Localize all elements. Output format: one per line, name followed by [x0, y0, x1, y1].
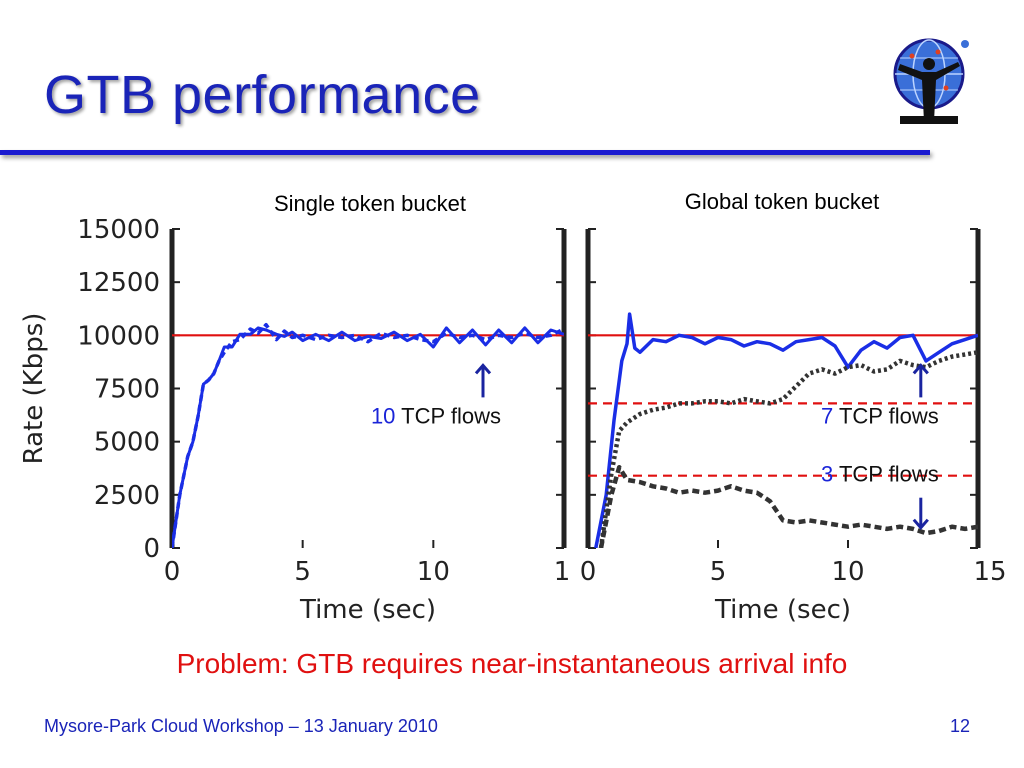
y-tick-label: 15000	[77, 215, 160, 245]
arrow-up-icon-head	[912, 363, 929, 375]
x-tick-label: 0	[580, 557, 597, 587]
footer-separator: –	[283, 716, 304, 736]
flow-annotation: 10 TCP flows	[371, 403, 501, 428]
x-tick-label: 5	[710, 557, 727, 587]
flow-label: TCP flows	[395, 403, 501, 428]
arrow-up-icon-head	[474, 363, 492, 375]
x-tick-label: 0	[164, 557, 181, 587]
series-group	[172, 322, 564, 548]
flow-count: 7	[821, 403, 833, 428]
slide-number: 12	[950, 716, 971, 736]
footer-workshop: Mysore-Park Cloud Workshop – 13 January …	[44, 716, 438, 737]
chart-panel-1: Single token bucket 0 2500 5000 7500 10000 125…	[19, 191, 570, 625]
x-axis-label: Time (sec)	[299, 595, 436, 625]
x-tick-label: 10	[417, 557, 450, 587]
problem-statement: Problem: GTB requires near-instantaneous…	[176, 648, 848, 679]
flow-annotation: 7 TCP flows	[821, 403, 939, 428]
chart-panel-2: Global token bucket 0 5 10 15 Time (sec) 7 TCP…	[580, 189, 1007, 625]
flow-label: TCP flows	[833, 462, 939, 487]
y-tick-label: 12500	[77, 268, 160, 298]
flow-count: 10	[371, 403, 395, 428]
arrow-down-icon-head	[912, 518, 929, 530]
series-line	[598, 464, 978, 548]
series-line-solid	[172, 326, 564, 548]
series-line	[594, 312, 978, 548]
x-tick-label: 15	[973, 557, 1006, 587]
series-line-dashed	[172, 322, 564, 548]
globe-person-logo-icon	[888, 30, 970, 126]
y-tick-label: 10000	[77, 321, 160, 351]
flow-annotation: 3 TCP flows	[821, 462, 939, 487]
x-tick-label: 10	[831, 557, 864, 587]
slide-title: GTB performance	[44, 65, 481, 125]
x-tick-label: 5	[294, 557, 311, 587]
y-tick-label: 0	[143, 534, 160, 564]
title-underline	[0, 150, 930, 155]
flow-count: 3	[821, 462, 833, 487]
y-tick-label: 2500	[94, 481, 160, 511]
x-tick-label: 1	[554, 557, 571, 587]
chart-title: Single token bucket	[274, 191, 466, 216]
footer-date: 13 January 2010	[303, 716, 438, 736]
x-axis-label: Time (sec)	[714, 595, 851, 625]
series-group	[594, 312, 978, 548]
flow-label: TCP flows	[833, 403, 939, 428]
chart-title: Global token bucket	[685, 189, 879, 214]
series-line	[598, 350, 978, 548]
y-axis-label: Rate (Kbps)	[19, 313, 49, 465]
y-tick-label: 7500	[94, 375, 160, 405]
y-tick-label: 5000	[94, 428, 160, 458]
footer-workshop-name: Mysore-Park Cloud Workshop	[44, 716, 284, 736]
